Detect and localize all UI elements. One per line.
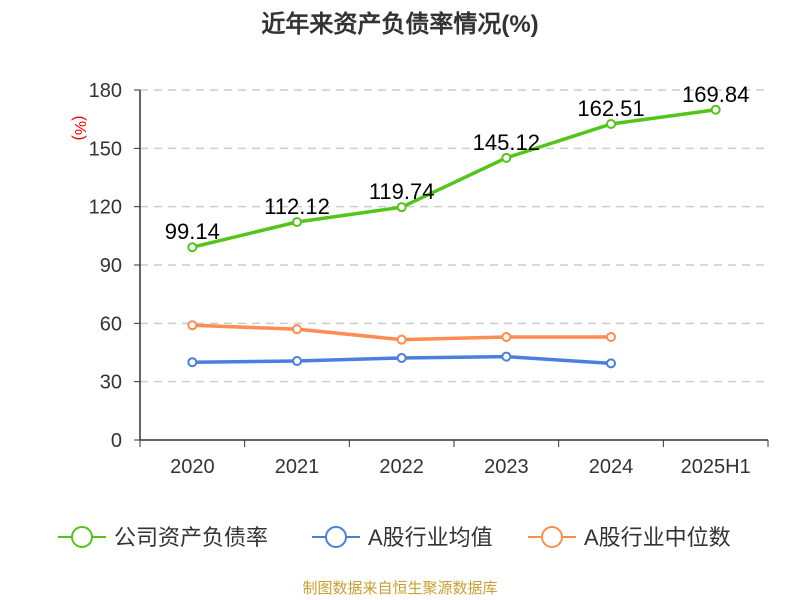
data-label: 99.14	[165, 219, 220, 244]
x-tick-label: 2025H1	[681, 456, 751, 478]
y-tick-label: 180	[89, 80, 122, 102]
data-point	[710, 104, 721, 115]
data-point	[187, 320, 198, 331]
x-tick-label: 2021	[275, 456, 320, 478]
x-tick-label: 2023	[484, 456, 529, 478]
y-tick-label: 60	[100, 313, 122, 335]
x-tick-label: 2024	[589, 456, 634, 478]
y-tick-label: 90	[100, 255, 122, 277]
y-tick-label: 30	[100, 372, 122, 394]
data-point	[396, 202, 407, 213]
x-tick-label: 2022	[379, 456, 424, 478]
legend-marker	[325, 526, 347, 548]
legend-marker	[541, 526, 563, 548]
data-label: 119.74	[369, 179, 435, 204]
legend-label: A股行业中位数	[584, 525, 731, 550]
y-axis-label: (%)	[71, 116, 88, 141]
data-label: 112.12	[264, 194, 330, 219]
data-point	[396, 352, 407, 363]
data-point	[606, 358, 616, 369]
data-label: 162.51	[577, 96, 644, 121]
data-point	[292, 216, 302, 227]
x-tick-label: 2020	[170, 456, 215, 478]
data-point	[187, 357, 198, 368]
source-note: 制图数据来自恒生聚源数据库	[302, 580, 497, 597]
legend-marker	[71, 526, 93, 548]
legend-label: A股行业均值	[368, 525, 493, 550]
data-point	[501, 152, 512, 163]
data-point	[606, 331, 616, 342]
chart-title: 近年来资产负债率情况(%)	[261, 10, 538, 38]
y-tick-label: 120	[89, 197, 122, 219]
y-tick-label: 150	[89, 138, 122, 160]
data-label: 169.84	[682, 82, 749, 107]
legend-label: 公司资产负债率	[114, 525, 268, 550]
data-point	[606, 119, 616, 130]
data-point	[501, 331, 512, 342]
data-label: 145.12	[473, 130, 540, 155]
series-line	[191, 108, 716, 249]
data-point	[292, 356, 302, 367]
data-point	[501, 351, 512, 362]
data-point	[292, 324, 302, 335]
data-point	[396, 334, 407, 345]
y-tick-label: 0	[111, 430, 122, 452]
data-point	[187, 242, 198, 253]
